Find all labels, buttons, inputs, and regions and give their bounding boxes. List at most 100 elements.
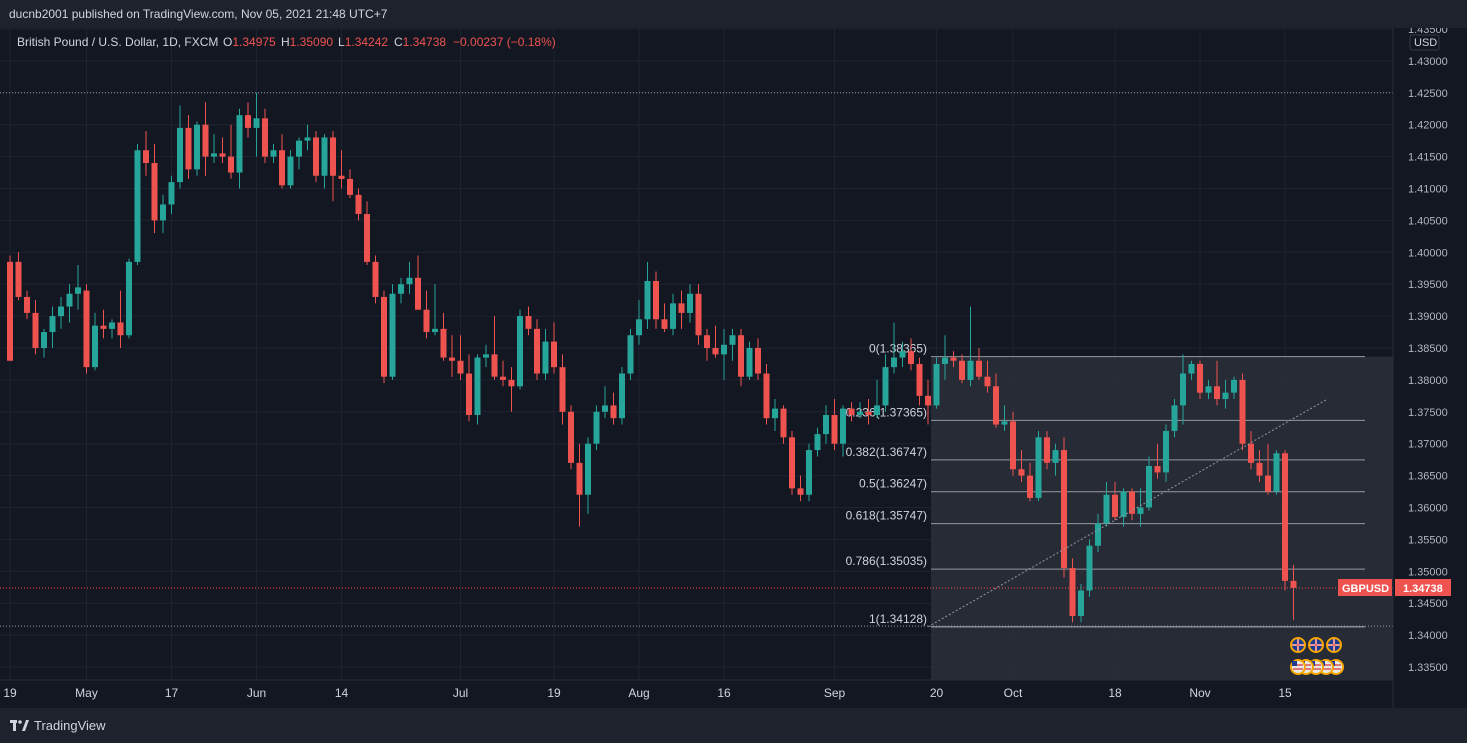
candle-body (653, 281, 659, 320)
candle-body (984, 376, 991, 387)
candle-body (729, 335, 736, 345)
candle-body (585, 443, 591, 495)
time-tick-label: Jun (247, 686, 266, 700)
candle-body (66, 293, 73, 307)
candle-body (1273, 453, 1280, 492)
price-tick-label: 1.36500 (1408, 471, 1448, 483)
fib-level-label: 0.5(1.36247) (859, 477, 927, 491)
price-tick-label: 1.41000 (1408, 184, 1448, 196)
svg-text:L1.34242: L1.34242 (338, 35, 388, 49)
candle-body (534, 328, 540, 374)
candle-body (1129, 491, 1135, 514)
candle-body (721, 344, 727, 355)
economic-events[interactable] (1290, 637, 1344, 675)
candle-body (797, 488, 804, 495)
top-bar: ducnb2001 published on TradingView.com, … (0, 0, 1467, 28)
candle-body (772, 408, 778, 419)
price-tick-label: 1.33500 (1408, 662, 1448, 674)
candle-body (593, 411, 600, 444)
candle-body (151, 162, 158, 221)
candle-body (1197, 363, 1203, 393)
candle-body (678, 303, 685, 313)
trendline[interactable] (927, 398, 1328, 628)
legend-low: 1.34242 (345, 35, 389, 49)
price-axis[interactable]: 1.43500 1.43000 1.42500 1.42000 1.41500 1.410… (1392, 28, 1467, 708)
candle-body (619, 373, 625, 419)
time-tick-label: Jul (453, 686, 468, 700)
candle-body (1120, 491, 1127, 518)
candle-body (58, 306, 64, 317)
candle-body (423, 309, 430, 333)
price-tick-label: 1.37000 (1408, 439, 1448, 451)
candle-body (279, 150, 285, 186)
candles[interactable] (7, 92, 1297, 623)
candle-body (185, 127, 192, 170)
candle-body (1205, 386, 1212, 393)
candle-body (109, 322, 115, 329)
candle-body (457, 360, 464, 374)
time-tick-label: Nov (1189, 686, 1210, 700)
price-tick-label: 1.34000 (1408, 630, 1448, 642)
fib-level-label: 0.236(1.37365) (846, 405, 927, 419)
symbol-tag-bg (1338, 579, 1392, 597)
candle-body (134, 150, 141, 262)
candle-body (304, 137, 311, 141)
bottom-bar (0, 708, 1467, 743)
candle-body (508, 379, 515, 387)
candle-body (823, 414, 829, 435)
candle-body (406, 277, 413, 285)
time-tick-label: 19 (3, 686, 17, 700)
candle-body (976, 360, 982, 377)
candle-body (466, 373, 472, 415)
candle-body (517, 316, 523, 387)
candle-body (993, 386, 999, 425)
price-tick-label: 1.42000 (1408, 120, 1448, 132)
candle-body (1231, 379, 1237, 393)
time-axis[interactable]: 19 May 17 Jun 14 Jul 19 Aug 16 Sep 20 Oct 18 Nov 15 (0, 679, 1393, 700)
legend-high: 1.35090 (290, 35, 334, 49)
candle-body (670, 303, 676, 329)
legend-h-label: H (281, 35, 290, 49)
fib-level-label: 0.786(1.35035) (846, 554, 927, 568)
candle-body (602, 405, 608, 412)
time-tick-label: Aug (628, 686, 649, 700)
candle-body (840, 408, 846, 444)
legend-o-label: O (223, 35, 232, 49)
candle-body (738, 335, 744, 377)
candle-body (483, 354, 489, 358)
last-price-label: 1.34738 (1403, 583, 1443, 595)
candle-body (1018, 469, 1025, 476)
candle-body (1112, 494, 1118, 518)
candle-body (372, 261, 379, 297)
price-tick-label: 1.38000 (1408, 375, 1448, 387)
candle-body (398, 284, 404, 294)
candle-body (7, 261, 13, 361)
price-tick-label: 1.38500 (1408, 343, 1448, 355)
candle-body (763, 373, 770, 419)
candle-body (1248, 443, 1254, 463)
candle-body (117, 322, 124, 336)
candle-body (270, 150, 277, 157)
svg-text:H1.35090: H1.35090 (281, 35, 333, 49)
brand-name: TradingView (34, 718, 106, 733)
candle-body (41, 332, 47, 348)
time-tick-label: 15 (1278, 686, 1292, 700)
candle-body (755, 348, 761, 374)
candle-body (432, 328, 438, 333)
candle-body (440, 328, 447, 358)
candle-body (143, 150, 149, 163)
candle-body (1137, 507, 1144, 514)
candle-body (1001, 421, 1008, 425)
candle-body (865, 411, 872, 415)
svg-text:C1.34738: C1.34738 (394, 35, 446, 49)
price-chart[interactable]: 0(1.38365) 0.236(1.37365) 0.382(1.36747) 0.… (0, 28, 1467, 708)
candle-body (321, 137, 328, 176)
legend-symbol: British Pound / U.S. Dollar, 1D, FXCM (17, 35, 218, 49)
candle-body (857, 411, 863, 415)
price-tick-label: 1.43000 (1408, 56, 1448, 68)
candle-body (194, 124, 200, 170)
candle-body (687, 293, 693, 313)
candle-body (415, 277, 421, 310)
fib-retracement[interactable]: 0(1.38365) 0.236(1.37365) 0.382(1.36747) 0.… (846, 342, 1365, 628)
brand[interactable]: TradingView (10, 718, 106, 733)
